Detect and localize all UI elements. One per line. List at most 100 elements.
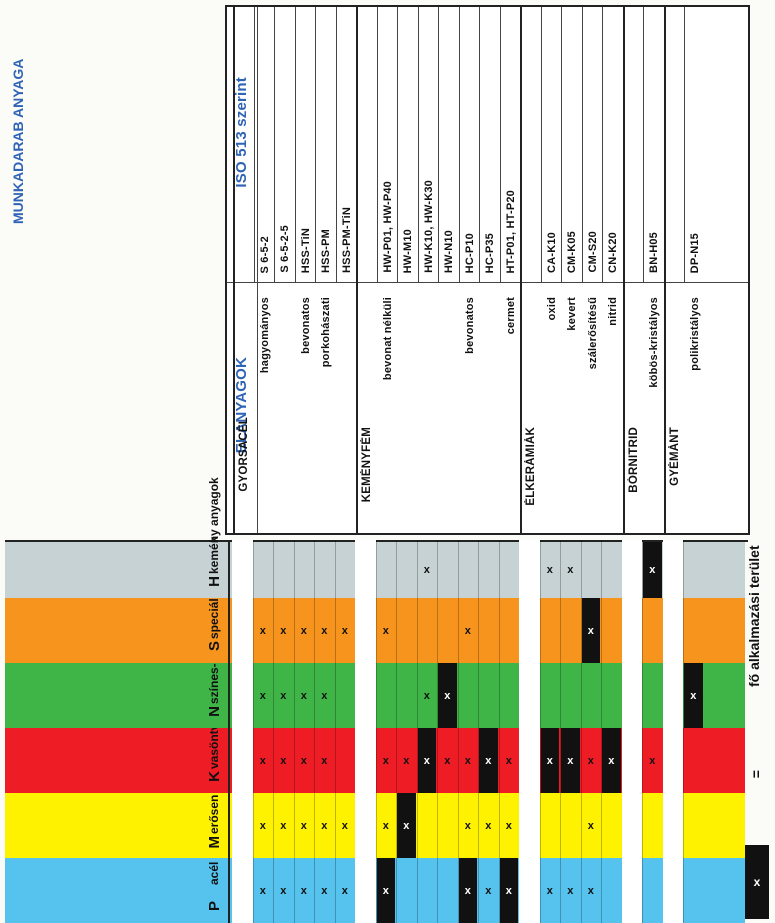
material-label: kemény anyagok: [207, 477, 221, 574]
iso-code: HSS-PM-TiN: [340, 207, 353, 273]
application-mark: x: [546, 884, 553, 897]
iso-code: HW-P01, HW-P40: [381, 181, 394, 273]
iso-code: HC-P35: [484, 232, 496, 273]
application-mark: x: [485, 884, 492, 897]
row-column-line: [314, 540, 315, 923]
application-mark: x: [423, 689, 430, 702]
application-mark: x: [259, 884, 266, 897]
row-column-line: [560, 540, 561, 923]
application-mark: x: [505, 819, 512, 832]
application-mark: x: [649, 754, 656, 767]
subcategory-label: nitrid: [607, 297, 619, 326]
application-mark: x: [259, 624, 266, 637]
category-label: GYORSACÉL: [238, 417, 250, 492]
row-divider: [581, 7, 583, 282]
subcategory-label: cermet: [504, 297, 517, 335]
application-mark: x: [341, 819, 348, 832]
row-column-line: [498, 540, 500, 923]
application-mark: x: [300, 884, 307, 897]
category-gap-column: [662, 540, 683, 923]
application-mark: x: [341, 624, 348, 637]
munkadarab-header: MUNKADARAB ANYAGA: [10, 58, 26, 224]
iso-header: ISO 513 szerint: [233, 77, 250, 188]
row-column-line: [478, 540, 479, 923]
application-mark: x: [444, 754, 451, 767]
application-mark: x: [423, 564, 430, 576]
top-divider-iso: [257, 7, 258, 533]
row-column-line: [601, 540, 602, 923]
row-column-line: [416, 540, 418, 923]
iso-code: CM-K05: [566, 230, 578, 273]
application-mark: x: [567, 884, 574, 897]
material-label: speciális anyagok: [207, 536, 221, 639]
row-divider: [253, 7, 255, 282]
application-mark: x: [581, 598, 600, 663]
label-column-divider: [228, 540, 230, 923]
application-mark: x: [464, 624, 471, 637]
row-column-line: [273, 540, 274, 923]
subcategory-label: bevonatos: [299, 297, 312, 354]
application-mark: x: [403, 754, 410, 767]
subcategory-label: kevert: [566, 297, 578, 331]
application-mark: x: [300, 624, 307, 637]
row-column-line: [457, 540, 459, 923]
row-divider: [315, 7, 316, 282]
application-mark: x: [321, 754, 328, 767]
application-mark: x: [540, 728, 559, 793]
application-mark: x: [259, 754, 266, 767]
row-divider: [540, 7, 542, 282]
row-divider: [274, 7, 275, 282]
application-mark: x: [505, 754, 512, 767]
application-mark: x: [382, 819, 389, 832]
iso-code: HW-M10: [402, 228, 414, 273]
subcategory-label: bevonatos: [463, 297, 476, 354]
application-mark: x: [479, 728, 498, 793]
application-mark: x: [382, 624, 389, 637]
row-divider: [438, 7, 439, 282]
subcategory-label: bevonat nélküli: [381, 297, 394, 381]
application-mark: x: [561, 728, 580, 793]
application-mark: x: [587, 819, 594, 832]
iso-code: HSS-TiN: [299, 227, 312, 273]
application-mark: x: [321, 819, 328, 832]
material-label: vasöntvény: [207, 702, 221, 769]
row-column-line: [375, 540, 377, 923]
row-divider: [684, 7, 685, 282]
row-divider: [397, 7, 398, 282]
row-column-line: [396, 540, 397, 923]
iso-code: HSS-PM: [320, 229, 332, 273]
material-label: színes- és könnyűfémek: [207, 566, 221, 704]
subcategory-label: hagyományos: [258, 297, 271, 374]
application-mark: x: [341, 884, 348, 897]
group-divider: [233, 7, 235, 533]
row-column-line: [580, 540, 582, 923]
category-label: GYÉMÁNT: [668, 427, 681, 486]
application-mark: x: [259, 819, 266, 832]
application-mark: x: [587, 884, 594, 897]
application-mark: x: [280, 819, 287, 832]
iso-code: HT-P01, HT-P20: [504, 189, 517, 274]
legend-text: fő alkalmazási terület: [746, 545, 762, 687]
application-mark: x: [321, 689, 328, 702]
application-mark: x: [587, 754, 594, 767]
iso-code: DP-N15: [689, 232, 701, 273]
category-gap-column: [519, 540, 540, 923]
category-label: ÉLKERÁMIÁK: [525, 427, 537, 506]
application-mark: x: [499, 858, 518, 923]
application-mark: x: [464, 819, 471, 832]
material-letter: M: [206, 836, 223, 849]
application-mark: x: [417, 728, 436, 793]
material-letter: H: [206, 576, 223, 587]
material-label: acél: [207, 862, 221, 886]
material-letter: N: [206, 706, 223, 717]
row-divider: [643, 7, 644, 282]
category-gap-column: [355, 540, 376, 923]
application-mark: x: [280, 624, 287, 637]
row-column-line: [252, 540, 254, 923]
category-label: KEMÉNYFÉM: [361, 427, 373, 503]
row-divider: [458, 7, 460, 282]
application-mark: x: [259, 689, 266, 702]
application-mark: x: [280, 884, 287, 897]
iso-code: HC-P10: [463, 232, 476, 273]
